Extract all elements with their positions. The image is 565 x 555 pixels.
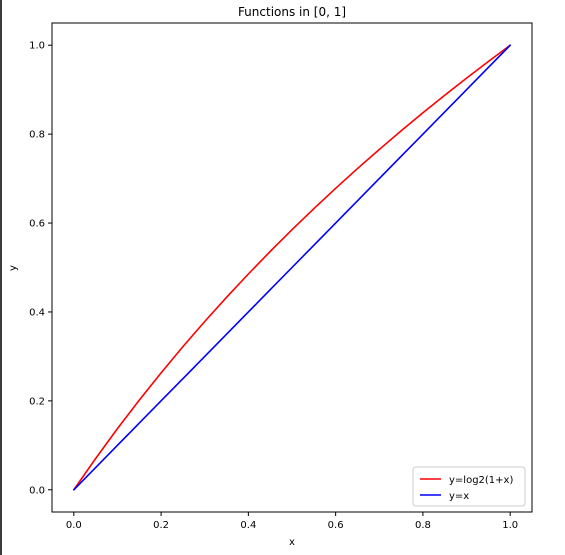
- y-tick-label: 0.2: [29, 396, 45, 407]
- y-tick-label: 0.4: [29, 307, 45, 318]
- series-line-identity: [73, 44, 511, 491]
- x-tick-label: 0.2: [153, 520, 169, 531]
- legend-label-identity: y=x: [449, 491, 469, 502]
- y-tick-label: 0.8: [29, 130, 45, 141]
- y-axis: 0.0 0.2 0.4 0.6 0.8 1.0: [29, 41, 52, 496]
- y-tick-label: 1.0: [29, 41, 45, 52]
- series-lines: [73, 44, 511, 491]
- x-axis-title: x: [289, 537, 295, 548]
- chart-title: Functions in [0, 1]: [238, 5, 346, 19]
- y-axis-title: y: [8, 265, 19, 271]
- window-edge: [0, 0, 2, 555]
- x-tick-label: 0.8: [415, 520, 431, 531]
- x-axis: 0.0 0.2 0.4 0.6 0.8 1.0: [66, 512, 518, 531]
- x-tick-label: 0.6: [328, 520, 344, 531]
- x-tick-label: 0.4: [240, 520, 256, 531]
- legend: y=log2(1+x) y=x: [412, 466, 526, 507]
- legend-label-log2: y=log2(1+x): [449, 475, 513, 486]
- legend-box: [412, 466, 526, 507]
- y-tick-label: 0.0: [29, 485, 45, 496]
- x-tick-label: 1.0: [502, 520, 518, 531]
- x-tick-label: 0.0: [66, 520, 82, 531]
- series-line-log2: [73, 44, 511, 491]
- y-tick-label: 0.6: [29, 219, 45, 230]
